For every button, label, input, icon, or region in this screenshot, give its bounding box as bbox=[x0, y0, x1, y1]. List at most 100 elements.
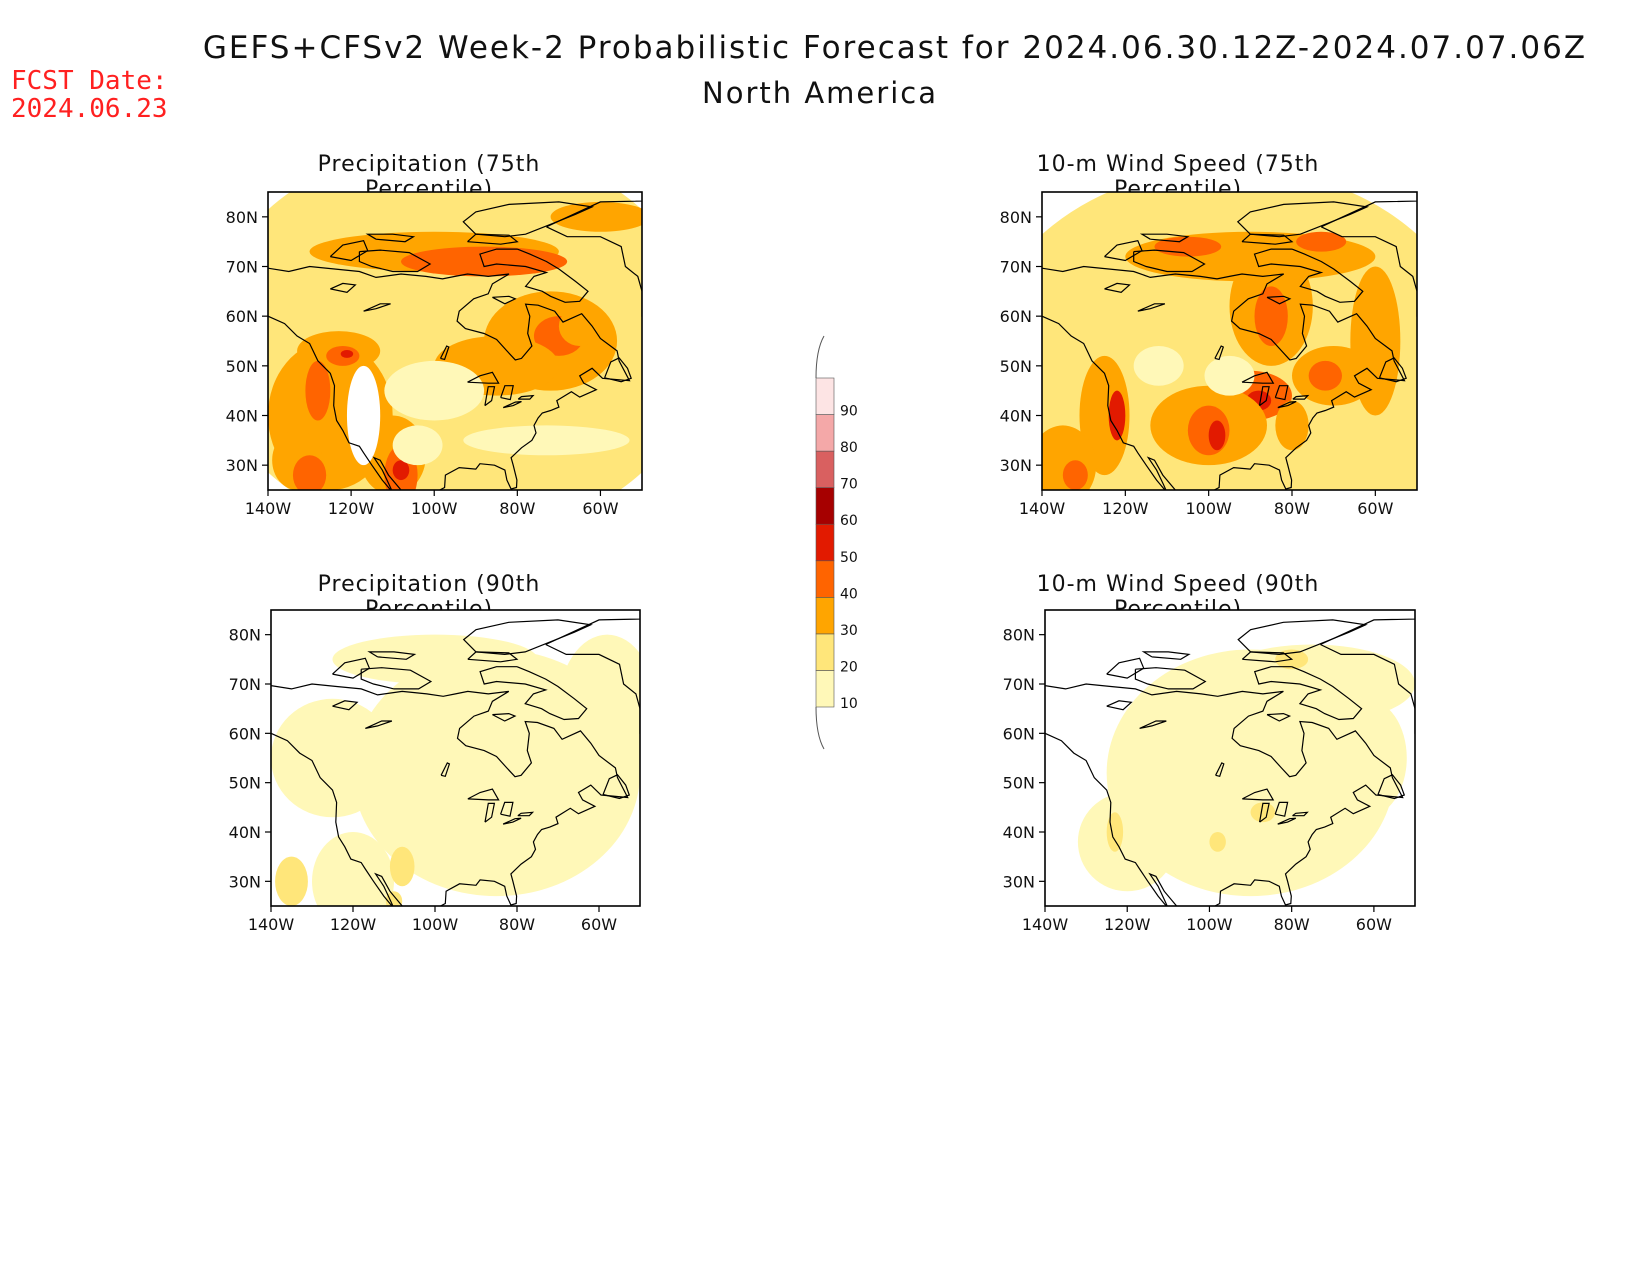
coastline bbox=[1141, 651, 1191, 660]
coastline bbox=[479, 666, 588, 721]
coastline bbox=[1133, 249, 1206, 273]
coastline bbox=[517, 394, 535, 400]
probability-contour bbox=[385, 891, 403, 906]
coastline bbox=[330, 282, 357, 293]
coastline bbox=[365, 233, 416, 243]
colorbar-swatch bbox=[815, 523, 835, 562]
coastline bbox=[332, 700, 359, 711]
probability-contour bbox=[1108, 390, 1126, 441]
coastline bbox=[484, 386, 496, 407]
coastline bbox=[1106, 657, 1145, 679]
lon-tick-label: 80W bbox=[1274, 915, 1310, 934]
coastline bbox=[1320, 200, 1417, 317]
lon-tick-label: 140W bbox=[248, 915, 295, 934]
coastline bbox=[602, 774, 631, 800]
probability-contour bbox=[1350, 266, 1401, 416]
coastline bbox=[268, 265, 631, 490]
coastline bbox=[1104, 282, 1131, 293]
probability-contour bbox=[1208, 420, 1226, 451]
lat-tick-label: 70N bbox=[229, 675, 261, 694]
lat-tick-label: 70N bbox=[1000, 258, 1032, 277]
probability-contour bbox=[1204, 355, 1255, 396]
lat-tick-label: 60N bbox=[226, 307, 258, 326]
lon-tick-label: 140W bbox=[245, 499, 292, 518]
colorbar-swatch bbox=[815, 633, 835, 671]
lon-tick-label: 60W bbox=[582, 499, 618, 518]
probability-contour bbox=[1209, 832, 1226, 852]
probability-contour bbox=[312, 832, 394, 906]
coastline bbox=[604, 357, 632, 383]
lon-tick-label: 100W bbox=[1185, 499, 1232, 518]
coastline bbox=[467, 651, 519, 663]
lat-tick-label: 60N bbox=[1000, 307, 1032, 326]
coastline bbox=[271, 683, 629, 906]
lon-tick-label: 120W bbox=[1102, 499, 1149, 518]
coastline bbox=[1378, 357, 1407, 383]
coastline bbox=[367, 651, 417, 660]
lat-tick-label: 30N bbox=[1000, 456, 1032, 475]
probability-contour bbox=[389, 846, 415, 887]
probability-contour bbox=[558, 306, 601, 346]
lat-tick-label: 80N bbox=[1003, 626, 1035, 645]
coastline bbox=[502, 401, 522, 409]
figure-title: GEFS+CFSv2 Week-2 Probabilistic Forecast… bbox=[202, 30, 1588, 66]
probability-contour bbox=[346, 365, 381, 466]
coastline bbox=[500, 385, 514, 401]
coastline bbox=[1237, 619, 1368, 656]
colorbar-swatch bbox=[815, 597, 835, 635]
lon-tick-label: 60W bbox=[581, 915, 617, 934]
coastline bbox=[1292, 394, 1310, 400]
lat-tick-label: 80N bbox=[229, 626, 261, 645]
probability-contour bbox=[1079, 355, 1130, 476]
probability-contour bbox=[392, 425, 443, 466]
lon-tick-label: 120W bbox=[1104, 915, 1151, 934]
lat-tick-label: 50N bbox=[229, 774, 261, 793]
coastline bbox=[365, 720, 393, 729]
coastline bbox=[1241, 233, 1294, 245]
coastline bbox=[517, 811, 535, 817]
probability-contour bbox=[1154, 236, 1222, 257]
probability-contour bbox=[392, 460, 410, 481]
coastline bbox=[329, 240, 369, 262]
colorbar-label: 80 bbox=[840, 440, 858, 456]
probability-contour bbox=[292, 455, 327, 490]
map-frame bbox=[267, 191, 643, 491]
coastline bbox=[1320, 618, 1415, 734]
coastline bbox=[492, 295, 517, 305]
coastline bbox=[1274, 801, 1289, 817]
colorbar-swatch bbox=[815, 377, 835, 415]
colorbar-label: 90 bbox=[840, 404, 858, 420]
lat-tick-label: 60N bbox=[229, 724, 261, 743]
colorbar-label: 40 bbox=[840, 586, 858, 602]
coastline bbox=[1292, 811, 1309, 817]
coastline bbox=[1253, 666, 1363, 721]
coastline bbox=[1104, 240, 1143, 262]
colorbar-label: 20 bbox=[840, 659, 858, 675]
lat-tick-label: 40N bbox=[1000, 407, 1032, 426]
coastline bbox=[1215, 762, 1225, 778]
coastline bbox=[1377, 774, 1406, 800]
probability-contour bbox=[340, 349, 354, 358]
figure-subtitle: North America bbox=[702, 76, 938, 110]
coastline bbox=[1137, 303, 1166, 312]
lon-tick-label: 100W bbox=[1186, 915, 1233, 934]
probability-contour bbox=[332, 634, 538, 684]
coastline bbox=[360, 667, 433, 690]
coastline bbox=[1266, 295, 1292, 305]
probability-contour bbox=[271, 698, 394, 818]
map-panel-wind-75: 80N 70N 60N 50N 40N 30N 140W 120W 100W 80W 60W bbox=[1000, 191, 1418, 518]
coastline bbox=[467, 371, 500, 384]
coastline bbox=[439, 345, 450, 361]
colorbar-swatch bbox=[815, 670, 835, 708]
coastline bbox=[1134, 667, 1207, 690]
probability-contour bbox=[1062, 460, 1088, 490]
lon-tick-label: 60W bbox=[1357, 499, 1393, 518]
colorbar-label: 50 bbox=[840, 550, 858, 566]
coastline bbox=[1277, 817, 1297, 825]
colorbar: 10 20 30 40 50 60 70 80 90 bbox=[815, 335, 858, 750]
map-frame bbox=[270, 609, 641, 907]
lat-tick-label: 80N bbox=[1000, 208, 1032, 227]
lat-tick-label: 30N bbox=[229, 872, 261, 891]
map-panel-wind-90: 80N 70N 60N 50N 40N 30N 140W 120W 100W 80W 60W bbox=[1003, 609, 1416, 934]
